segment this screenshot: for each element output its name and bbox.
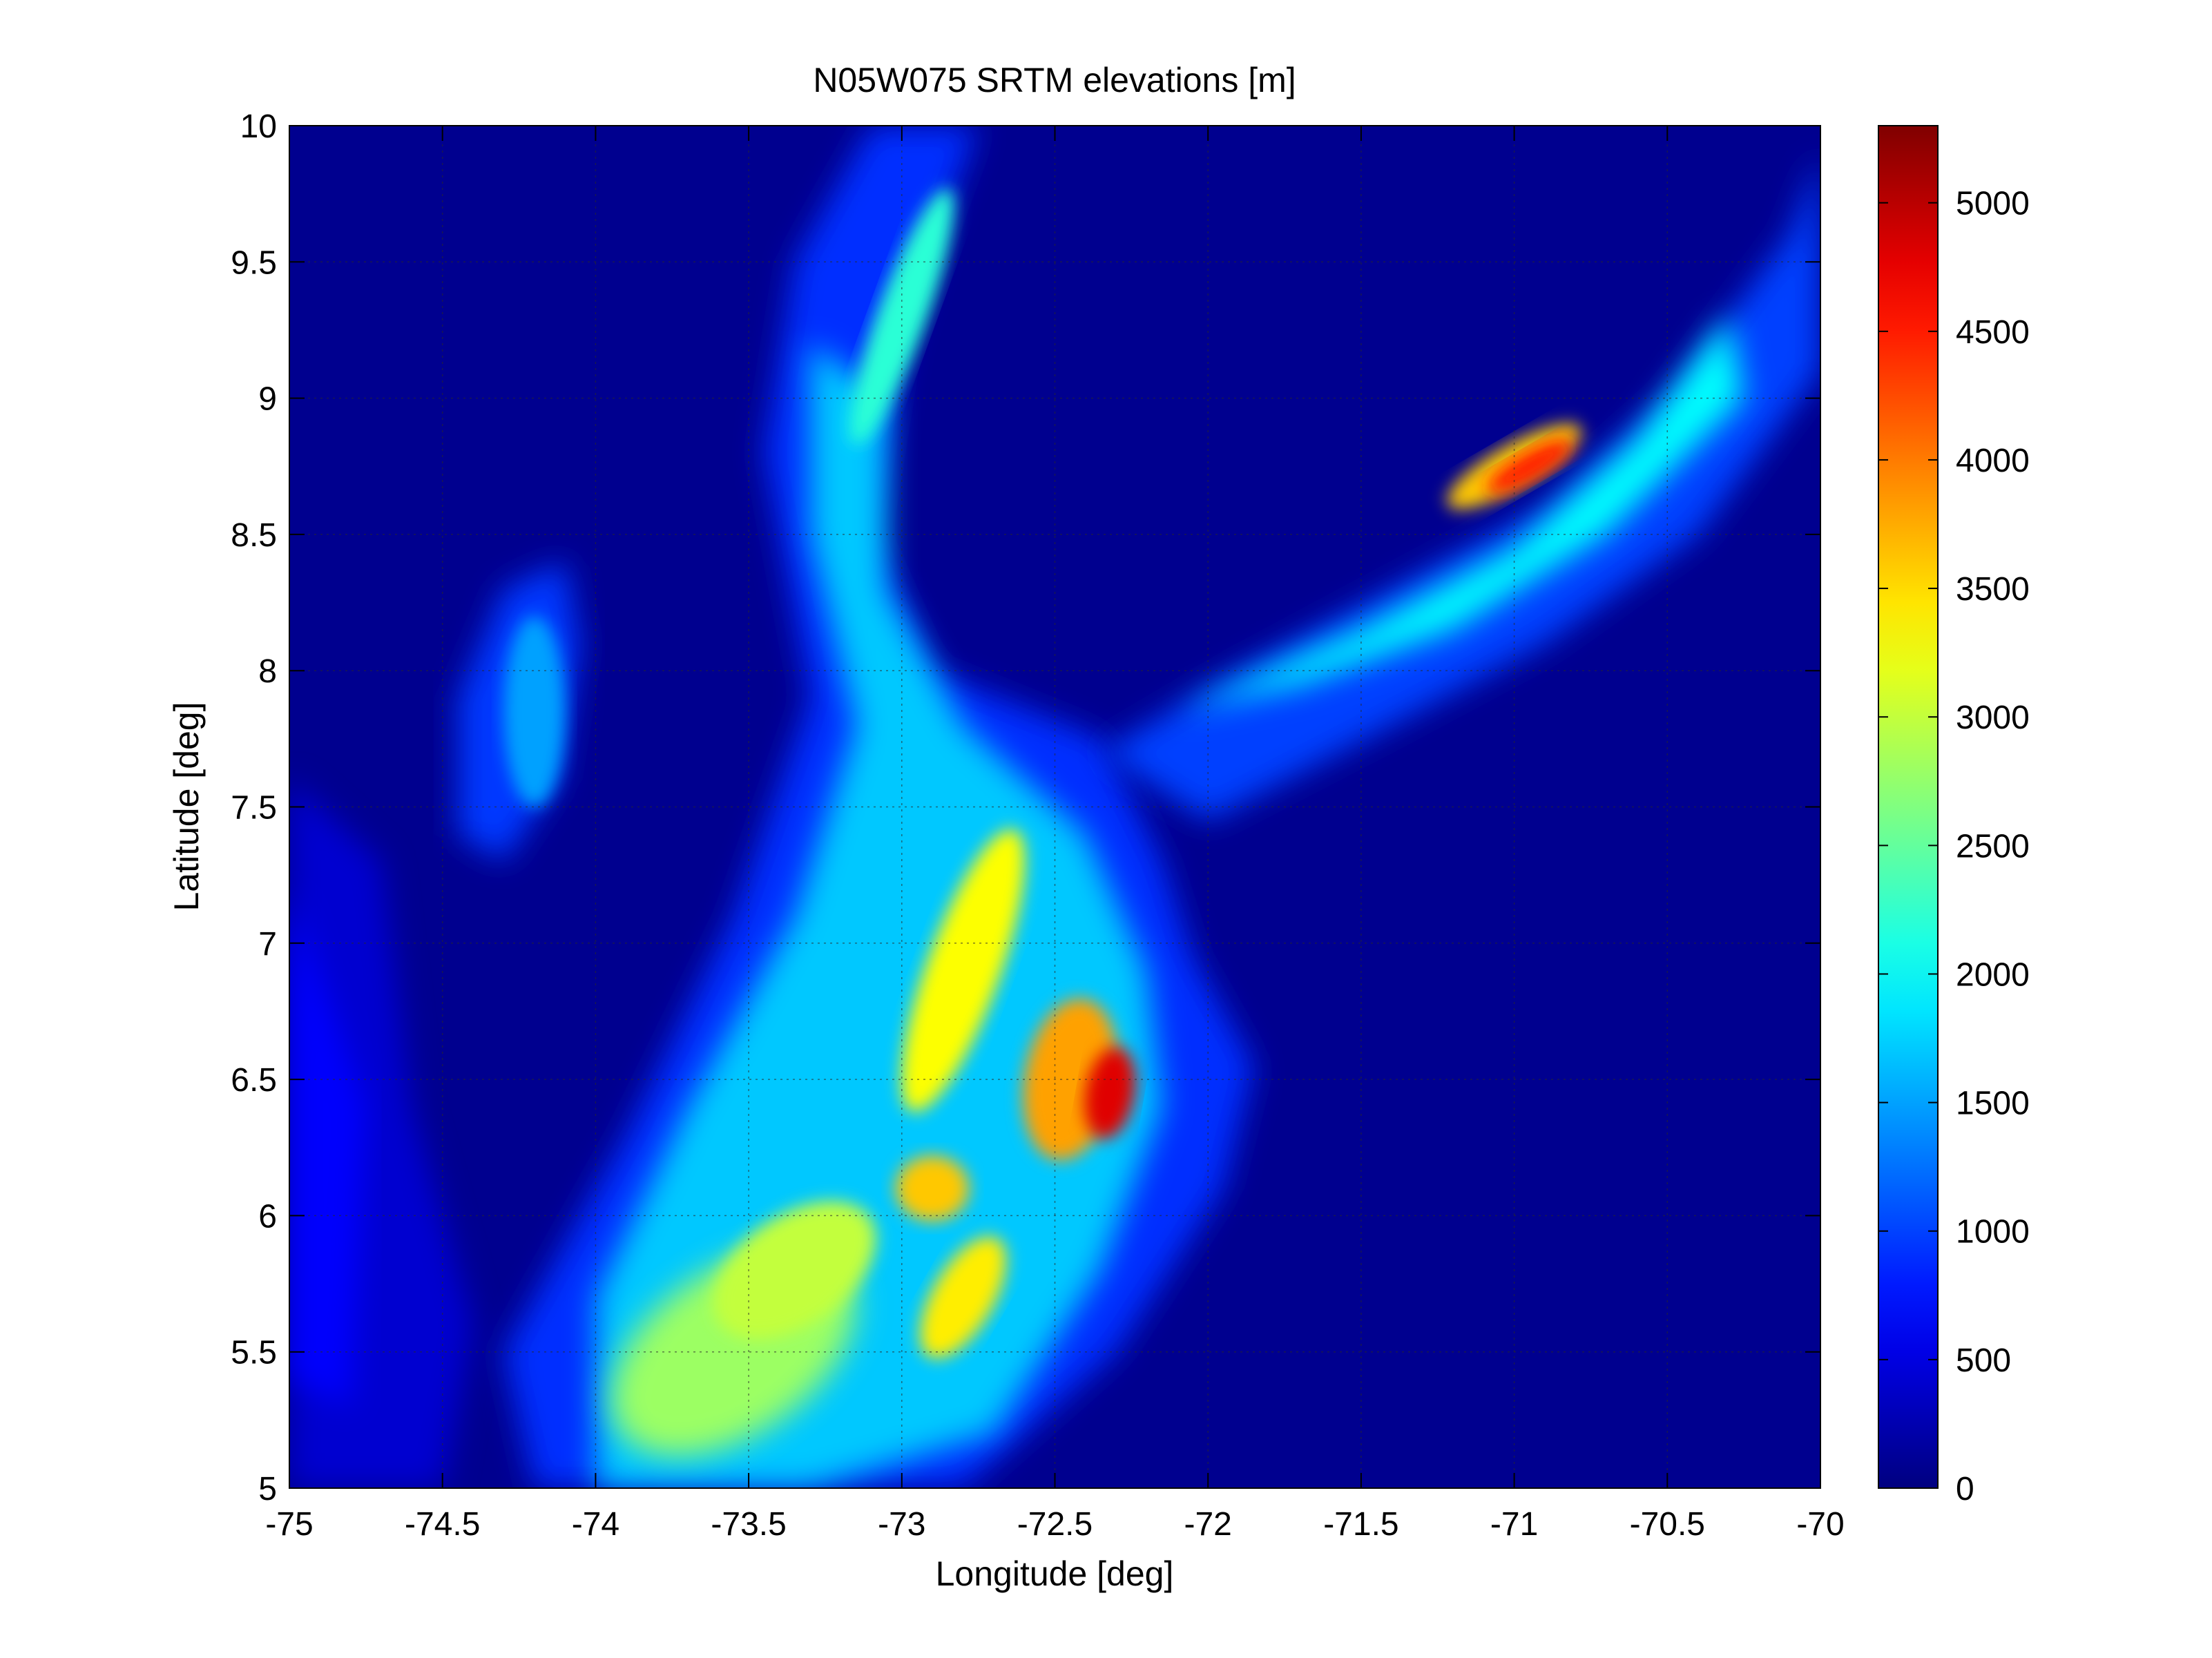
y-tick-label: 9: [258, 381, 277, 418]
perija-ridge: [849, 188, 954, 445]
y-tick-label: 7: [258, 926, 277, 963]
x-tick-label: -74: [572, 1506, 619, 1543]
x-axis-label: Longitude [deg]: [936, 1554, 1174, 1593]
colorbar: 0 500 1000 1500 2000 2500 3000 3500 4000 4500 5000: [1878, 125, 2030, 1507]
x-tick-label: -70.5: [1630, 1506, 1705, 1543]
chart-title: N05W075 SRTM elevations [m]: [813, 61, 1296, 99]
sierra-nevada-del-cocuy: [1084, 1047, 1136, 1139]
colorbar-tick-label: 1500: [1956, 1086, 2030, 1122]
y-tick-label: 7.5: [231, 790, 277, 827]
colorbar-tick-label: 500: [1956, 1342, 2011, 1379]
merida-peak: [1486, 438, 1573, 494]
y-tick-label: 6.5: [231, 1062, 277, 1099]
elevation-map: [289, 126, 1820, 1488]
eastern-cordillera-mid: [595, 343, 1162, 1488]
merida-outer: [1101, 153, 1820, 821]
x-tick-label: -72: [1184, 1506, 1232, 1543]
colorbar-tick-label: 2500: [1956, 828, 2030, 865]
colorbar-tick-label: 5000: [1956, 186, 2030, 222]
colorbar-tick-label: 3500: [1956, 571, 2030, 608]
colorbar-scale: [1878, 126, 1938, 1488]
grid: [289, 126, 1820, 1488]
colorbar-tick-label: 4500: [1956, 314, 2030, 351]
y-tick-label: 8.5: [231, 517, 277, 554]
x-tick-label: -73.5: [711, 1506, 786, 1543]
west-slope: [289, 888, 366, 1407]
colorbar-tick-label: 3000: [1956, 700, 2030, 736]
x-tick-label: -70: [1796, 1506, 1844, 1543]
x-tick-label: -74.5: [405, 1506, 480, 1543]
y-tick-label: 9.5: [231, 244, 277, 281]
x-tick-label: -71.5: [1323, 1506, 1398, 1543]
x-tick-label: -72.5: [1017, 1506, 1093, 1543]
colorbar-tick-label: 2000: [1956, 956, 2030, 993]
colorbar-tick-label: 4000: [1956, 443, 2030, 479]
x-tick-label: -71: [1490, 1506, 1538, 1543]
x-axis-ticks: -75 -74.5 -74 -73.5 -73 -72.5 -72 -71.5 -71 -70.5…: [265, 126, 1845, 1543]
ridge-south: [895, 1155, 970, 1222]
san-lucas-core: [503, 616, 565, 807]
y-tick-label: 5: [258, 1471, 277, 1507]
colorbar-frame: [1878, 125, 1939, 1489]
colorbar-tick-label: 1000: [1956, 1214, 2030, 1251]
y-tick-label: 5.5: [231, 1335, 277, 1371]
colorbar-tick-label: 0: [1956, 1471, 1974, 1507]
y-axis-ticks: 5 5.5 6 6.5 7 7.5 8 8.5 9 9.5 10: [231, 108, 1820, 1507]
terrain-layer: [289, 126, 1820, 1488]
y-tick-label: 8: [258, 653, 277, 690]
x-tick-label: -75: [265, 1506, 313, 1543]
colorbar-ticks: 0 500 1000 1500 2000 2500 3000 3500 4000 4500 5000: [1878, 186, 2030, 1507]
y-tick-label: 6: [258, 1198, 277, 1235]
y-axis-label: Latitude [deg]: [167, 702, 206, 911]
plateau-north: [713, 1201, 876, 1340]
ridge-southeast: [919, 1236, 1007, 1359]
ridge-central: [901, 829, 1025, 1112]
x-tick-label: -73: [878, 1506, 925, 1543]
y-tick-label: 10: [240, 108, 277, 145]
